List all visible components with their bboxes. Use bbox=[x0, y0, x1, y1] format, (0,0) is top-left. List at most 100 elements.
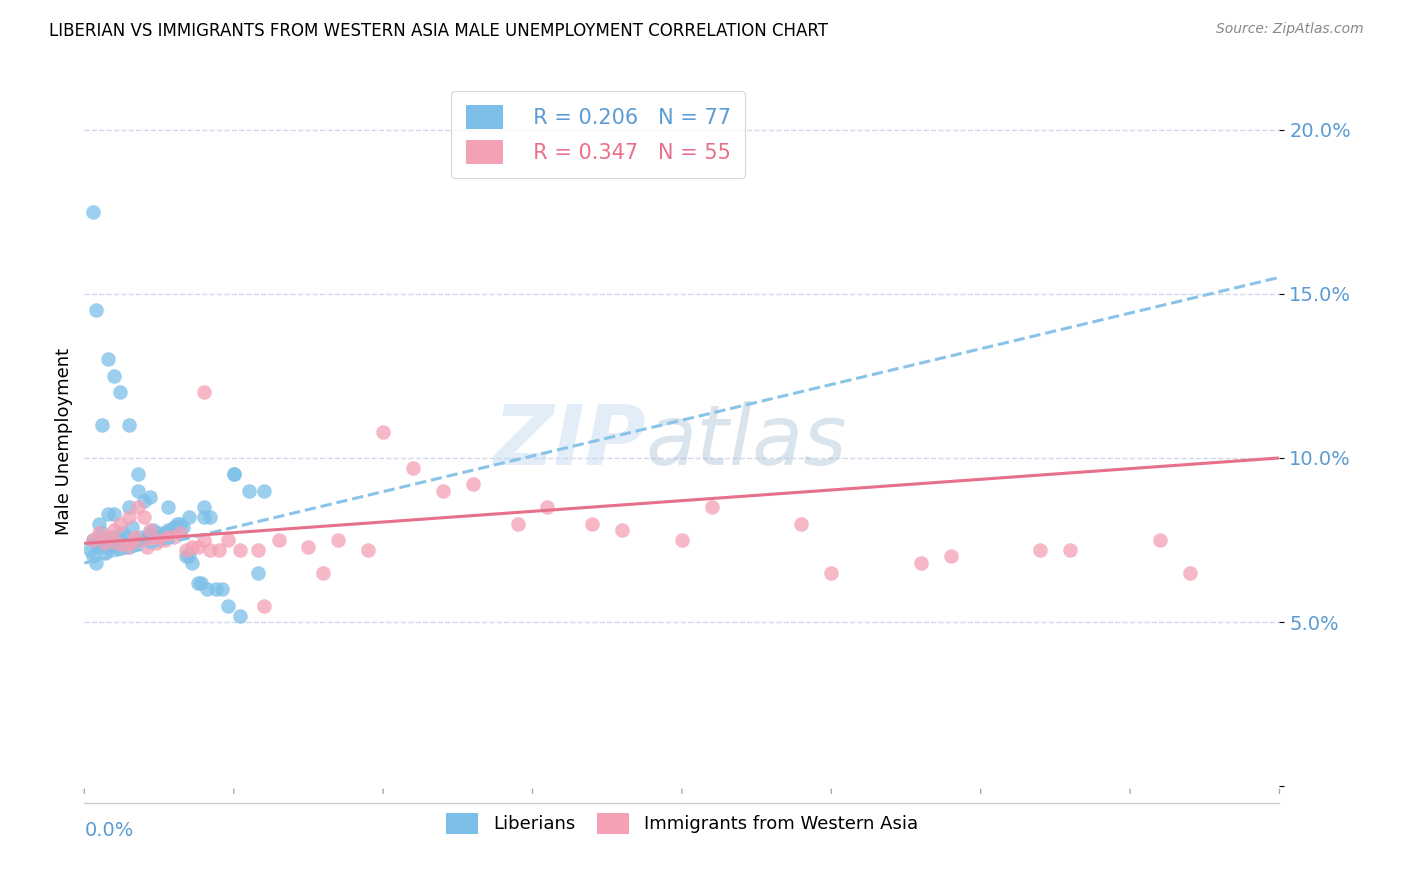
Legend: Liberians, Immigrants from Western Asia: Liberians, Immigrants from Western Asia bbox=[434, 802, 929, 845]
Point bbox=[193, 385, 215, 400]
Point bbox=[506, 516, 529, 531]
Point bbox=[157, 500, 180, 515]
Point bbox=[118, 510, 141, 524]
Point bbox=[536, 500, 558, 515]
Point bbox=[97, 530, 120, 544]
Point bbox=[238, 483, 260, 498]
Text: LIBERIAN VS IMMIGRANTS FROM WESTERN ASIA MALE UNEMPLOYMENT CORRELATION CHART: LIBERIAN VS IMMIGRANTS FROM WESTERN ASIA… bbox=[49, 22, 828, 40]
Point bbox=[121, 536, 143, 550]
Point bbox=[118, 540, 141, 554]
Point bbox=[163, 530, 186, 544]
Point bbox=[193, 510, 215, 524]
Point bbox=[94, 546, 117, 560]
Point bbox=[139, 526, 162, 541]
Point bbox=[110, 385, 132, 400]
Point bbox=[82, 533, 104, 547]
Point bbox=[153, 533, 176, 547]
Point bbox=[89, 526, 111, 541]
Point bbox=[402, 460, 425, 475]
Point bbox=[112, 526, 135, 541]
Point bbox=[127, 533, 149, 547]
Point bbox=[103, 507, 125, 521]
Point bbox=[157, 530, 180, 544]
Point bbox=[910, 556, 932, 570]
Point bbox=[581, 516, 603, 531]
Point bbox=[97, 352, 120, 367]
Point bbox=[150, 530, 173, 544]
Point bbox=[939, 549, 962, 564]
Point bbox=[217, 599, 239, 613]
Point bbox=[129, 530, 152, 544]
Point bbox=[190, 575, 212, 590]
Point bbox=[103, 536, 125, 550]
Text: atlas: atlas bbox=[647, 401, 848, 482]
Point bbox=[205, 582, 228, 597]
Point bbox=[100, 542, 122, 557]
Point bbox=[790, 516, 813, 531]
Point bbox=[1029, 542, 1052, 557]
Point bbox=[217, 533, 239, 547]
Point bbox=[97, 507, 120, 521]
Point bbox=[127, 500, 149, 515]
Point bbox=[228, 608, 252, 623]
Point bbox=[82, 204, 104, 219]
Point bbox=[118, 418, 141, 433]
Point bbox=[148, 526, 170, 541]
Point bbox=[198, 510, 221, 524]
Point bbox=[174, 542, 197, 557]
Point bbox=[112, 536, 135, 550]
Point bbox=[91, 526, 114, 541]
Point bbox=[153, 526, 176, 541]
Point bbox=[160, 523, 183, 537]
Point bbox=[110, 533, 132, 547]
Point bbox=[121, 520, 143, 534]
Point bbox=[82, 549, 104, 564]
Point bbox=[461, 477, 484, 491]
Point bbox=[1149, 533, 1171, 547]
Point bbox=[177, 510, 200, 524]
Point bbox=[181, 540, 204, 554]
Point bbox=[187, 540, 209, 554]
Point bbox=[612, 523, 634, 537]
Point bbox=[198, 542, 221, 557]
Point bbox=[121, 536, 143, 550]
Point bbox=[208, 542, 231, 557]
Point bbox=[124, 530, 146, 544]
Point bbox=[169, 526, 191, 541]
Point bbox=[246, 566, 269, 580]
Point bbox=[228, 542, 252, 557]
Point bbox=[193, 500, 215, 515]
Text: Source: ZipAtlas.com: Source: ZipAtlas.com bbox=[1216, 22, 1364, 37]
Point bbox=[139, 491, 162, 505]
Point bbox=[181, 556, 204, 570]
Point bbox=[172, 520, 194, 534]
Point bbox=[157, 523, 180, 537]
Point bbox=[118, 500, 141, 515]
Point bbox=[115, 540, 138, 554]
Point bbox=[82, 533, 104, 547]
Point bbox=[132, 510, 156, 524]
Point bbox=[139, 523, 162, 537]
Point bbox=[132, 493, 156, 508]
Point bbox=[145, 530, 167, 544]
Point bbox=[193, 533, 215, 547]
Point bbox=[222, 467, 245, 482]
Point bbox=[166, 516, 188, 531]
Point bbox=[105, 536, 128, 550]
Point bbox=[100, 530, 122, 544]
Text: ZIP: ZIP bbox=[494, 401, 647, 482]
Point bbox=[671, 533, 693, 547]
Text: 0.0%: 0.0% bbox=[84, 821, 134, 840]
Point bbox=[89, 540, 111, 554]
Point bbox=[820, 566, 842, 580]
Point bbox=[94, 533, 117, 547]
Point bbox=[700, 500, 723, 515]
Point bbox=[89, 530, 111, 544]
Point bbox=[174, 549, 197, 564]
Point bbox=[145, 536, 167, 550]
Point bbox=[163, 520, 186, 534]
Point bbox=[110, 540, 132, 554]
Point bbox=[328, 533, 350, 547]
Point bbox=[211, 582, 233, 597]
Point bbox=[91, 536, 114, 550]
